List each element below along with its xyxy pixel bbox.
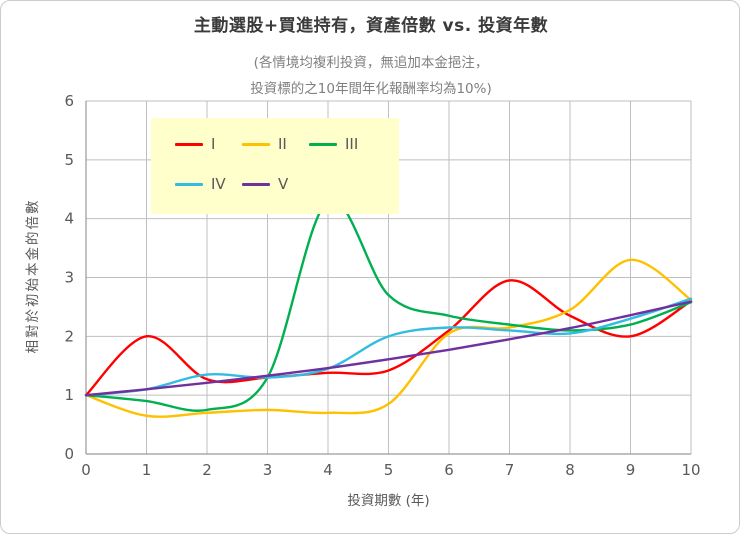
legend-item-II: II <box>242 134 309 154</box>
svg-text:4: 4 <box>64 210 74 228</box>
svg-text:4: 4 <box>323 461 333 479</box>
legend-label-II: II <box>278 134 287 153</box>
svg-text:1: 1 <box>142 461 152 479</box>
series-V <box>84 300 693 397</box>
legend-swatch-II <box>242 142 270 146</box>
chart-title: 主動選股+買進持有，資產倍數 vs. 投資年數 <box>193 16 549 36</box>
legend-swatch-III <box>309 142 337 146</box>
svg-text:6: 6 <box>64 92 74 110</box>
svg-text:0: 0 <box>64 445 74 463</box>
svg-text:6: 6 <box>444 461 454 479</box>
legend-swatch-I <box>175 142 203 146</box>
svg-text:1: 1 <box>64 386 74 404</box>
svg-text:8: 8 <box>565 461 575 479</box>
series-II <box>84 258 693 418</box>
legend-swatch-V <box>242 182 270 186</box>
legend-item-V: V <box>242 174 309 194</box>
svg-text:2: 2 <box>64 327 74 345</box>
chart-subtitle-line2: 投資標的之10年間年化報酬率均為10%) <box>250 81 492 97</box>
svg-text:0: 0 <box>81 461 91 479</box>
series-III <box>84 198 693 412</box>
svg-text:3: 3 <box>263 461 273 479</box>
legend-item-I: I <box>175 134 242 154</box>
svg-text:5: 5 <box>384 461 394 479</box>
svg-text:7: 7 <box>505 461 515 479</box>
legend-item-III: III <box>309 134 376 154</box>
svg-text:10: 10 <box>681 461 700 479</box>
legend-label-IV: IV <box>211 174 226 193</box>
x-axis-title: 投資期數 (年) <box>347 493 430 509</box>
svg-text:2: 2 <box>202 461 212 479</box>
series-lines <box>84 198 693 418</box>
x-tick-labels: 0 1 2 3 4 5 6 7 8 9 10 <box>81 461 700 479</box>
svg-text:3: 3 <box>64 269 74 287</box>
svg-text:5: 5 <box>64 151 74 169</box>
y-tick-labels: 0 1 2 3 4 5 6 <box>64 92 74 463</box>
legend-swatch-IV <box>175 182 203 186</box>
series-IV <box>84 297 693 397</box>
legend-label-I: I <box>211 134 216 153</box>
svg-text:9: 9 <box>626 461 636 479</box>
chart-subtitle-line1: (各情境均複利投資，無追加本金挹注， <box>253 55 489 71</box>
chart-legend: I II III IV V <box>151 118 399 214</box>
legend-item-IV: IV <box>175 174 242 194</box>
legend-label-V: V <box>278 174 289 193</box>
legend-label-III: III <box>345 134 359 153</box>
y-axis-title: 相對於初始本金的倍數 <box>25 198 41 354</box>
